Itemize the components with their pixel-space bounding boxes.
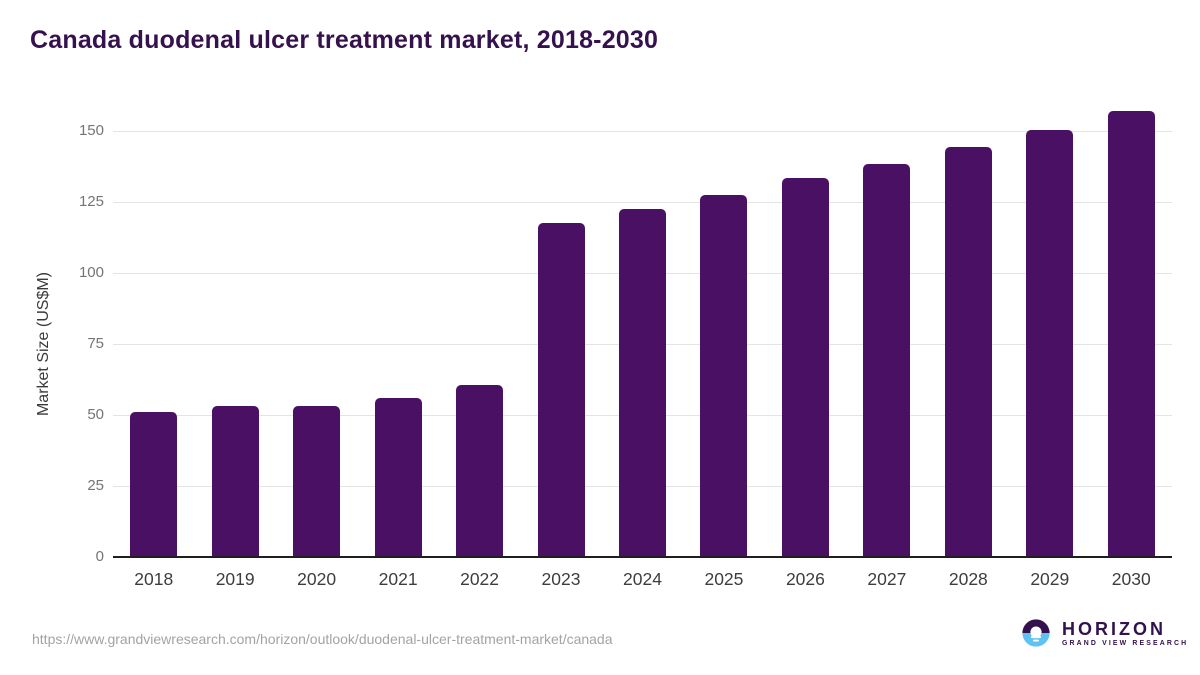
y-tick-label-50: 50 bbox=[87, 406, 104, 423]
gridline-125 bbox=[113, 202, 1172, 203]
x-tick-label-2029: 2029 bbox=[1030, 569, 1070, 589]
y-tick-label-75: 75 bbox=[87, 335, 104, 352]
bar-2020 bbox=[293, 406, 341, 557]
y-tick-label-100: 100 bbox=[78, 264, 104, 281]
x-tick-label-2025: 2025 bbox=[704, 569, 744, 589]
bar-chart-plot-area bbox=[113, 95, 1172, 557]
x-tick-label-2030: 2030 bbox=[1111, 569, 1151, 589]
gridline-150 bbox=[113, 131, 1172, 132]
bar-2021 bbox=[374, 397, 422, 557]
bar-2025 bbox=[700, 194, 748, 557]
source-url: https://www.grandviewresearch.com/horizo… bbox=[32, 631, 613, 647]
x-tick-label-2022: 2022 bbox=[460, 569, 500, 589]
horizon-logo: HORIZON GRAND VIEW RESEARCH bbox=[1019, 616, 1188, 650]
x-tick-label-2018: 2018 bbox=[134, 569, 174, 589]
y-tick-label-0: 0 bbox=[95, 548, 104, 565]
x-tick-label-2027: 2027 bbox=[867, 569, 907, 589]
y-tick-label-25: 25 bbox=[87, 477, 104, 494]
bar-2018 bbox=[130, 412, 178, 557]
bar-2023 bbox=[537, 223, 585, 557]
horizon-logo-icon bbox=[1022, 619, 1050, 647]
logo-subtitle: GRAND VIEW RESEARCH bbox=[1062, 640, 1189, 647]
bar-2026 bbox=[781, 177, 829, 557]
bar-2030 bbox=[1107, 111, 1155, 557]
chart-title: Canada duodenal ulcer treatment market, … bbox=[30, 26, 659, 54]
logo-title: HORIZON bbox=[1062, 619, 1166, 639]
bar-2019 bbox=[211, 406, 259, 557]
x-tick-label-2023: 2023 bbox=[541, 569, 581, 589]
x-tick-label-2026: 2026 bbox=[785, 569, 825, 589]
y-tick-label-150: 150 bbox=[78, 122, 104, 139]
x-tick-label-2019: 2019 bbox=[215, 569, 255, 589]
x-tick-label-2024: 2024 bbox=[623, 569, 662, 589]
bar-2027 bbox=[863, 163, 911, 557]
x-tick-label-2020: 2020 bbox=[297, 569, 337, 589]
horizon-logo-text: HORIZON GRAND VIEW RESEARCH bbox=[1062, 619, 1188, 647]
bar-2028 bbox=[944, 146, 992, 557]
x-tick-label-2021: 2021 bbox=[378, 569, 418, 589]
y-tick-label-125: 125 bbox=[78, 193, 104, 210]
bar-2024 bbox=[619, 209, 666, 557]
x-tick-label-2028: 2028 bbox=[948, 569, 988, 589]
bar-2029 bbox=[1026, 129, 1074, 557]
x-axis-line bbox=[113, 556, 1172, 558]
bar-2022 bbox=[456, 385, 504, 557]
